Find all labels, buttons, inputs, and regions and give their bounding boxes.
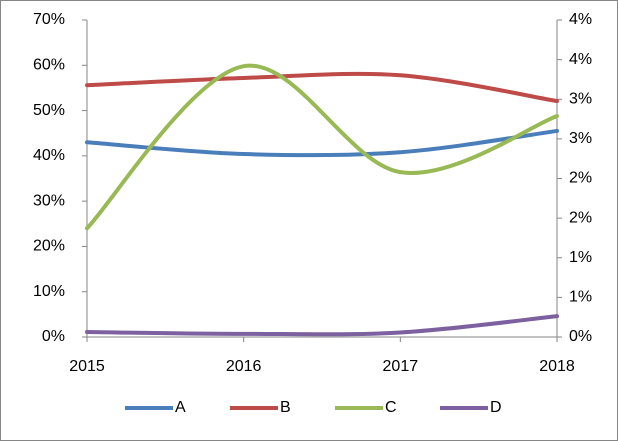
legend-label: D	[490, 399, 502, 416]
y2-tick-label: 0%	[569, 328, 592, 345]
x-tick-label: 2015	[69, 358, 105, 375]
y-tick-label: 30%	[33, 192, 65, 209]
y2-tick-label: 4%	[569, 51, 592, 68]
y2-tick-label: 2%	[569, 170, 592, 187]
y-tick-label: 0%	[42, 328, 65, 345]
legend-label: A	[175, 399, 186, 416]
legend-label: C	[385, 399, 397, 416]
y2-tick-label: 4%	[569, 11, 592, 28]
series-line	[85, 128, 559, 158]
y2-tick-label: 3%	[569, 130, 592, 147]
x-tick-label: 2016	[226, 358, 262, 375]
y2-tick-label: 2%	[569, 209, 592, 226]
series-line	[85, 71, 559, 104]
y-tick-label: 20%	[33, 238, 65, 255]
x-tick-label: 2017	[383, 358, 419, 375]
y-tick-label: 50%	[33, 102, 65, 119]
series-line	[85, 63, 559, 231]
x-tick-label: 2018	[539, 358, 575, 375]
y2-tick-label: 3%	[569, 90, 592, 107]
y-tick-label: 70%	[33, 11, 65, 28]
y-tick-label: 60%	[33, 57, 65, 74]
y-tick-label: 10%	[33, 283, 65, 300]
y2-tick-label: 1%	[569, 289, 592, 306]
series-line	[85, 314, 559, 337]
y-tick-label: 40%	[33, 147, 65, 164]
y2-tick-label: 1%	[569, 249, 592, 266]
legend-label: B	[280, 399, 291, 416]
